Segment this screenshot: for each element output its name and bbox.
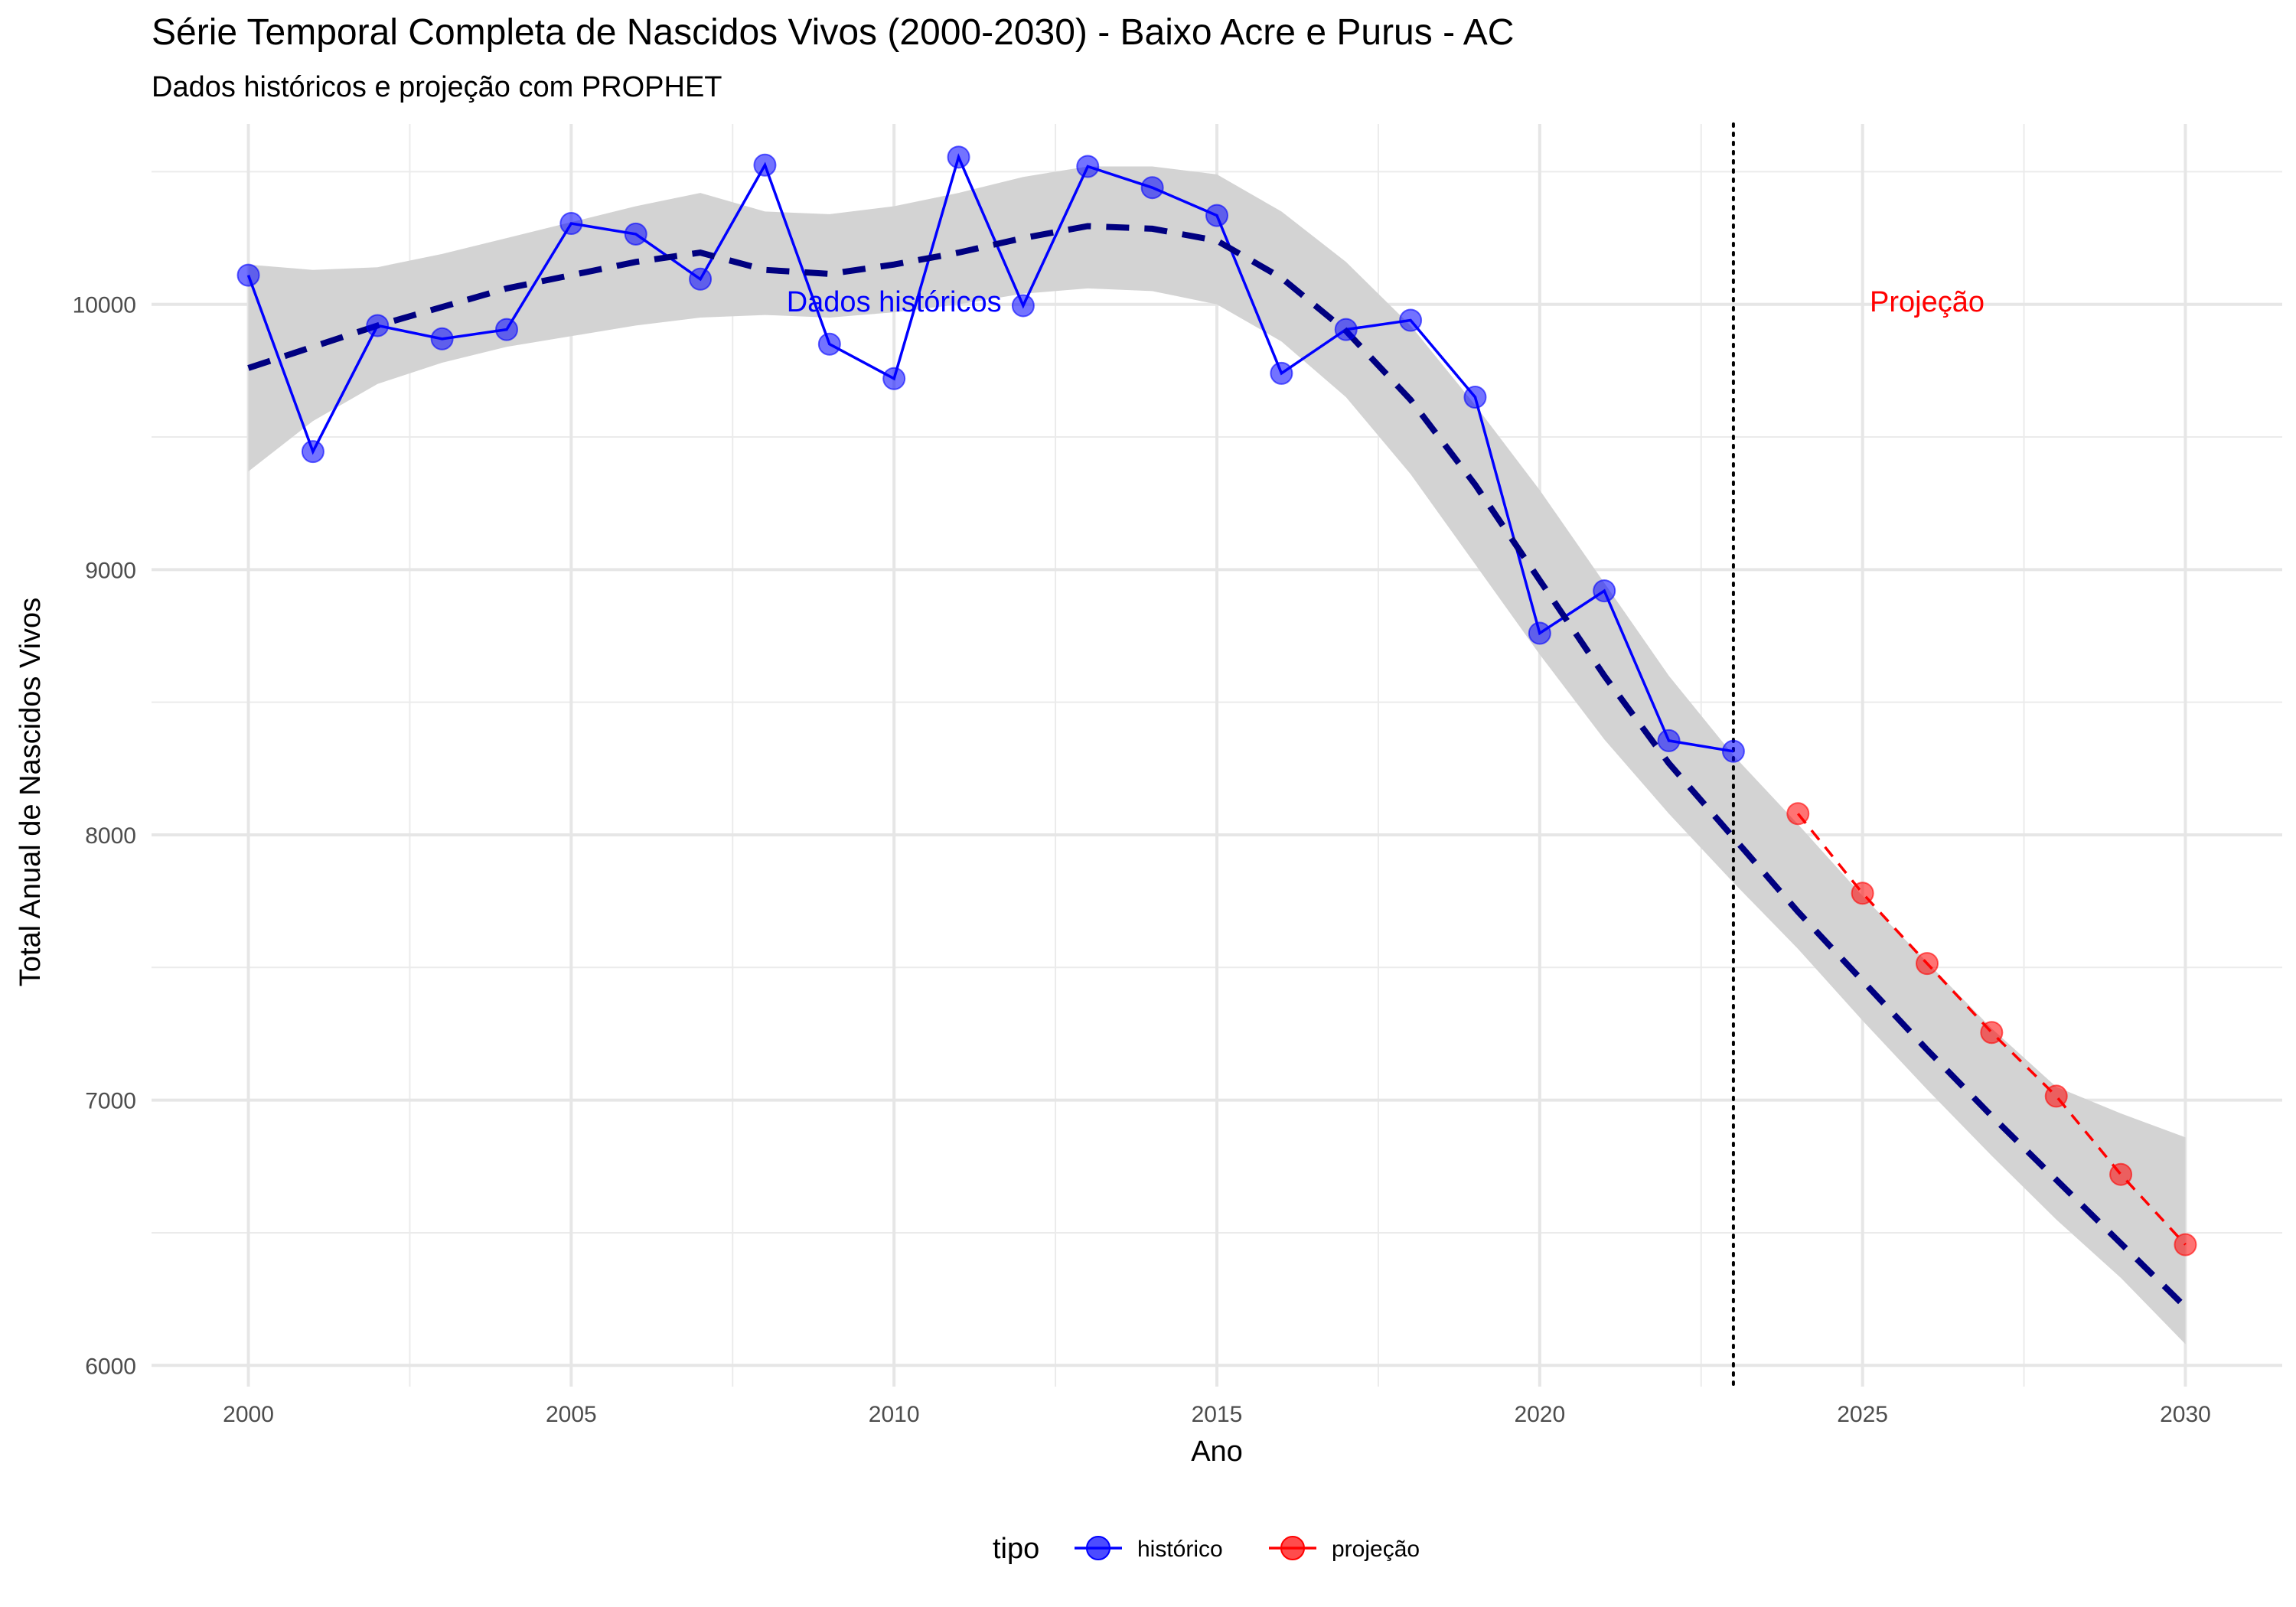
legend: tipo histórico projeção: [993, 1533, 1420, 1565]
annotation-projecao: Projeção: [1870, 286, 1985, 318]
x-tick-label: 2030: [2160, 1402, 2211, 1427]
historico-point: [1140, 176, 1164, 200]
projecao-point: [2044, 1084, 2068, 1108]
y-tick-label: 10000: [73, 293, 136, 318]
legend-title: tipo: [993, 1533, 1039, 1565]
historico-point: [947, 145, 970, 169]
historico-point: [689, 267, 713, 291]
annotations-layer: Dados históricos Projeção: [787, 286, 1985, 318]
historico-point: [1399, 308, 1423, 332]
historico-point: [366, 314, 390, 337]
y-tick-label: 9000: [85, 558, 136, 583]
chart-subtitle: Dados históricos e projeção com PROPHET: [152, 71, 722, 103]
historico-point: [882, 367, 906, 390]
confidence-band: [248, 166, 2186, 1345]
y-axis-title: Total Anual de Nascidos Vivos: [15, 598, 47, 986]
chart-title: Série Temporal Completa de Nascidos Vivo…: [152, 12, 1514, 53]
x-tick-label: 2010: [869, 1402, 920, 1427]
historico-point: [1076, 155, 1100, 178]
historico-point: [1205, 204, 1228, 227]
historico-point: [495, 318, 518, 341]
y-tick-label: 8000: [85, 823, 136, 849]
historico-point: [1721, 739, 1745, 763]
historico-point: [1334, 318, 1358, 341]
historico-point: [1528, 621, 1551, 645]
x-tick-label: 2005: [546, 1402, 597, 1427]
historico-point: [817, 332, 841, 356]
legend-label: projeção: [1332, 1537, 1420, 1562]
projecao-point: [1916, 952, 1939, 976]
historico-point: [301, 440, 325, 464]
historico-point: [624, 222, 647, 246]
legend-key-point: [1086, 1536, 1110, 1560]
projecao-point: [2109, 1162, 2133, 1186]
historico-point: [559, 211, 583, 235]
historico-point: [1657, 729, 1681, 752]
historico-point: [1270, 361, 1293, 385]
historico-point: [1011, 294, 1035, 318]
x-tick-label: 2015: [1192, 1402, 1243, 1427]
historico-point: [1593, 579, 1616, 603]
projecao-point: [2174, 1233, 2197, 1257]
x-tick-label: 2020: [1514, 1402, 1565, 1427]
confidence-band-layer: [248, 166, 2186, 1345]
historico-point: [753, 153, 777, 177]
data-points-layer: [236, 145, 2197, 1257]
x-tick-label: 2000: [223, 1402, 274, 1427]
legend-label: histórico: [1137, 1537, 1223, 1562]
y-axis-ticks: 6000 7000 8000 9000 10000: [73, 293, 136, 1380]
y-tick-label: 7000: [85, 1089, 136, 1114]
projecao-point: [1786, 802, 1810, 826]
y-tick-label: 6000: [85, 1354, 136, 1379]
x-tick-label: 2025: [1837, 1402, 1888, 1427]
annotation-historico: Dados históricos: [787, 286, 1002, 318]
projecao-point: [1851, 882, 1874, 905]
x-axis-ticks: 2000 2005 2010 2015 2020 2025 2030: [223, 1402, 2211, 1427]
historico-point: [1463, 386, 1487, 409]
historico-point: [236, 263, 260, 287]
historico-point: [430, 327, 454, 350]
legend-entries: histórico projeção: [1075, 1536, 1420, 1562]
projecao-point: [1980, 1021, 2004, 1045]
legend-key-point: [1280, 1536, 1305, 1560]
x-axis-title: Ano: [1191, 1436, 1243, 1468]
